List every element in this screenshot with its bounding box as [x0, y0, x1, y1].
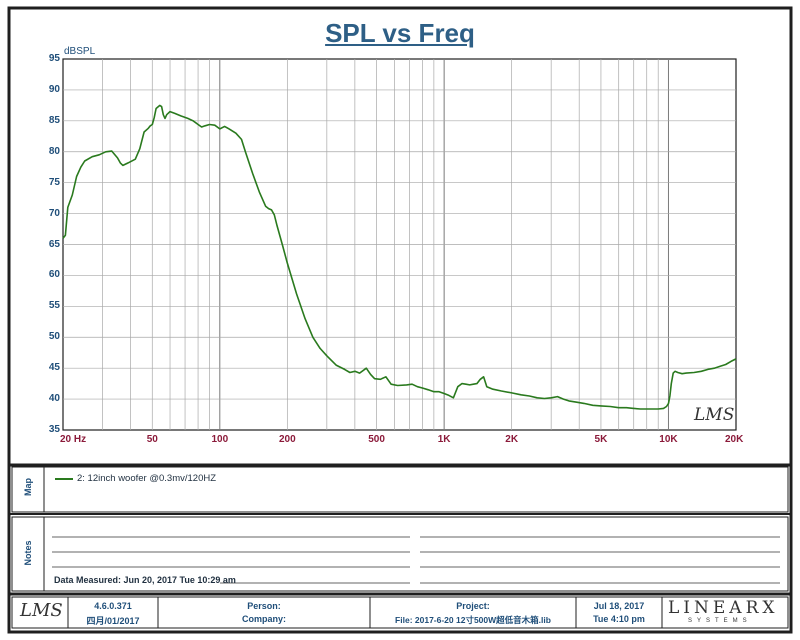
version-date: 四月/01/2017: [86, 616, 140, 626]
x-tick-label: 5K: [594, 434, 608, 445]
version-number: 4.6.0.371: [94, 601, 132, 611]
legend-entry: 2: 12inch woofer @0.3mv/120HZ: [77, 473, 217, 484]
project-field: Project:: [456, 601, 490, 611]
data-measured-text: Data Measured: Jun 20, 2017 Tue 10:29 am: [54, 575, 236, 585]
x-tick-label: 200: [278, 434, 296, 445]
file-name: File: 2017-6-20 12寸500W超低音木箱.lib: [395, 615, 551, 625]
notes-lines: [52, 536, 780, 584]
lms-footer-logo: LMS: [20, 600, 63, 621]
linearx-logo: LINEARX: [668, 598, 779, 618]
x-tick-label: 500: [368, 434, 385, 445]
linearx-systems-text: SYSTEMS: [688, 618, 752, 624]
y-tick-label: 90: [48, 83, 60, 95]
y-tick-label: 55: [48, 300, 60, 312]
y-tick-label: 95: [48, 53, 60, 64]
spl-trace-group: [62, 104, 737, 410]
x-tick-label: 10K: [659, 434, 678, 445]
y-axis-label: dBSPL: [64, 46, 96, 57]
y-tick-label: 85: [48, 114, 60, 126]
spl-trace-line: [62, 104, 737, 410]
y-tick-label: 60: [48, 269, 60, 281]
company-field: Company:: [241, 614, 286, 624]
y-tick-label: 70: [48, 207, 60, 219]
notes-section-label: Notes: [23, 540, 33, 566]
person-field: Person:: [247, 601, 281, 611]
x-tick-label: 1K: [437, 434, 451, 445]
y-tick-label: 45: [48, 362, 60, 374]
footer-time: Tue 4:10 pm: [593, 614, 645, 624]
x-tick-label: 2K: [505, 434, 519, 445]
y-tick-label: 50: [48, 331, 60, 343]
y-tick-label: 40: [48, 393, 60, 405]
chart-title: SPL vs Freq: [325, 18, 475, 48]
y-tick-label: 65: [48, 238, 60, 250]
y-tick-label: 75: [48, 176, 60, 188]
footer-date: Jul 18, 2017: [593, 601, 645, 611]
map-section-label: Map: [23, 478, 33, 496]
lms-plot-logo: LMS: [694, 405, 735, 425]
x-tick-label: 20 Hz: [60, 434, 87, 445]
x-tick-label: 100: [211, 434, 229, 445]
y-tick-label: 35: [48, 424, 60, 435]
legend-swatch: [55, 478, 73, 480]
x-tick-label: 20K: [724, 434, 744, 445]
y-tick-label: 80: [48, 145, 60, 157]
grid-lines: [63, 59, 736, 430]
x-tick-label: 50: [146, 434, 158, 445]
